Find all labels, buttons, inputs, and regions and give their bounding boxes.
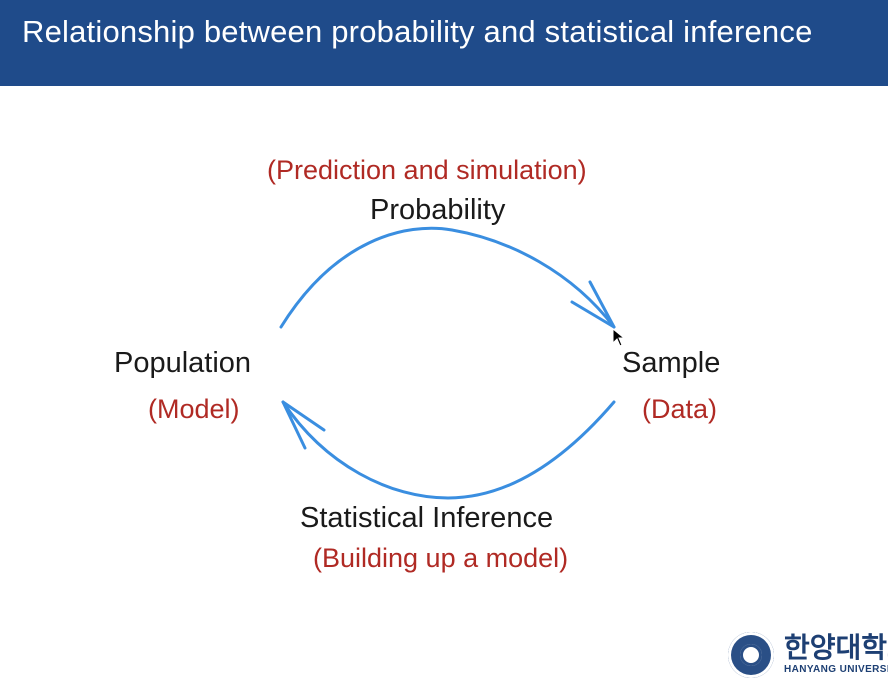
probability-label: Probability [370,194,506,226]
model-annotation: (Model) [148,394,240,424]
university-seal-icon [728,632,774,678]
data-annotation: (Data) [642,394,718,424]
logo-korean-text: 한양대학교 [784,631,888,664]
inference-arrow [281,400,616,500]
logo-english-text: HANYANG UNIVERSITY [784,664,888,675]
probability-arrowhead-icon [570,280,616,329]
population-label: Population [114,347,252,379]
university-logo: 한양대학교 HANYANG UNIVERSITY [728,632,888,682]
statistical-inference-label: Statistical Inference [300,502,554,534]
sample-label: Sample [622,347,721,379]
building-model-annotation: (Building up a model) [313,543,569,573]
inference-arrowhead-icon [281,400,326,450]
probability-annotation: (Prediction and simulation) [267,155,587,185]
mouse-cursor-icon [612,328,626,347]
slide-title: Relationship between probability and sta… [22,14,813,49]
probability-arrow [279,226,616,329]
slide-header: Relationship between probability and sta… [0,0,888,86]
slide-body [0,86,888,676]
